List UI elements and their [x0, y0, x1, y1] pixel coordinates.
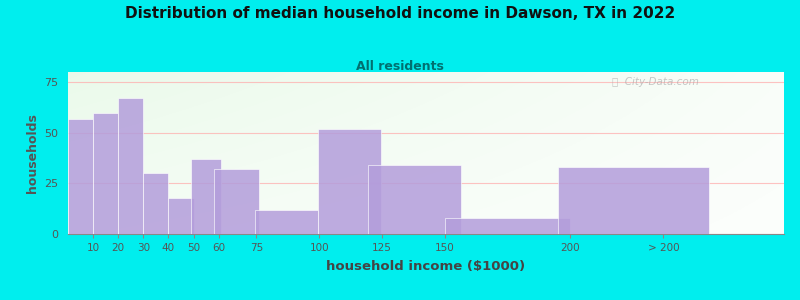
Bar	[255, 210, 318, 234]
Bar	[214, 169, 259, 234]
Y-axis label: households: households	[26, 113, 38, 193]
X-axis label: household income ($1000): household income ($1000)	[326, 260, 526, 273]
Bar	[368, 165, 461, 234]
Bar	[169, 198, 194, 234]
Bar	[318, 129, 381, 234]
Bar	[445, 218, 570, 234]
Text: All residents: All residents	[356, 60, 444, 73]
Bar	[143, 173, 169, 234]
Bar	[93, 112, 118, 234]
Text: ⓘ  City-Data.com: ⓘ City-Data.com	[612, 77, 699, 87]
Bar	[118, 98, 143, 234]
Bar	[558, 167, 709, 234]
Bar	[191, 159, 222, 234]
Bar	[68, 118, 93, 234]
Text: Distribution of median household income in Dawson, TX in 2022: Distribution of median household income …	[125, 6, 675, 21]
